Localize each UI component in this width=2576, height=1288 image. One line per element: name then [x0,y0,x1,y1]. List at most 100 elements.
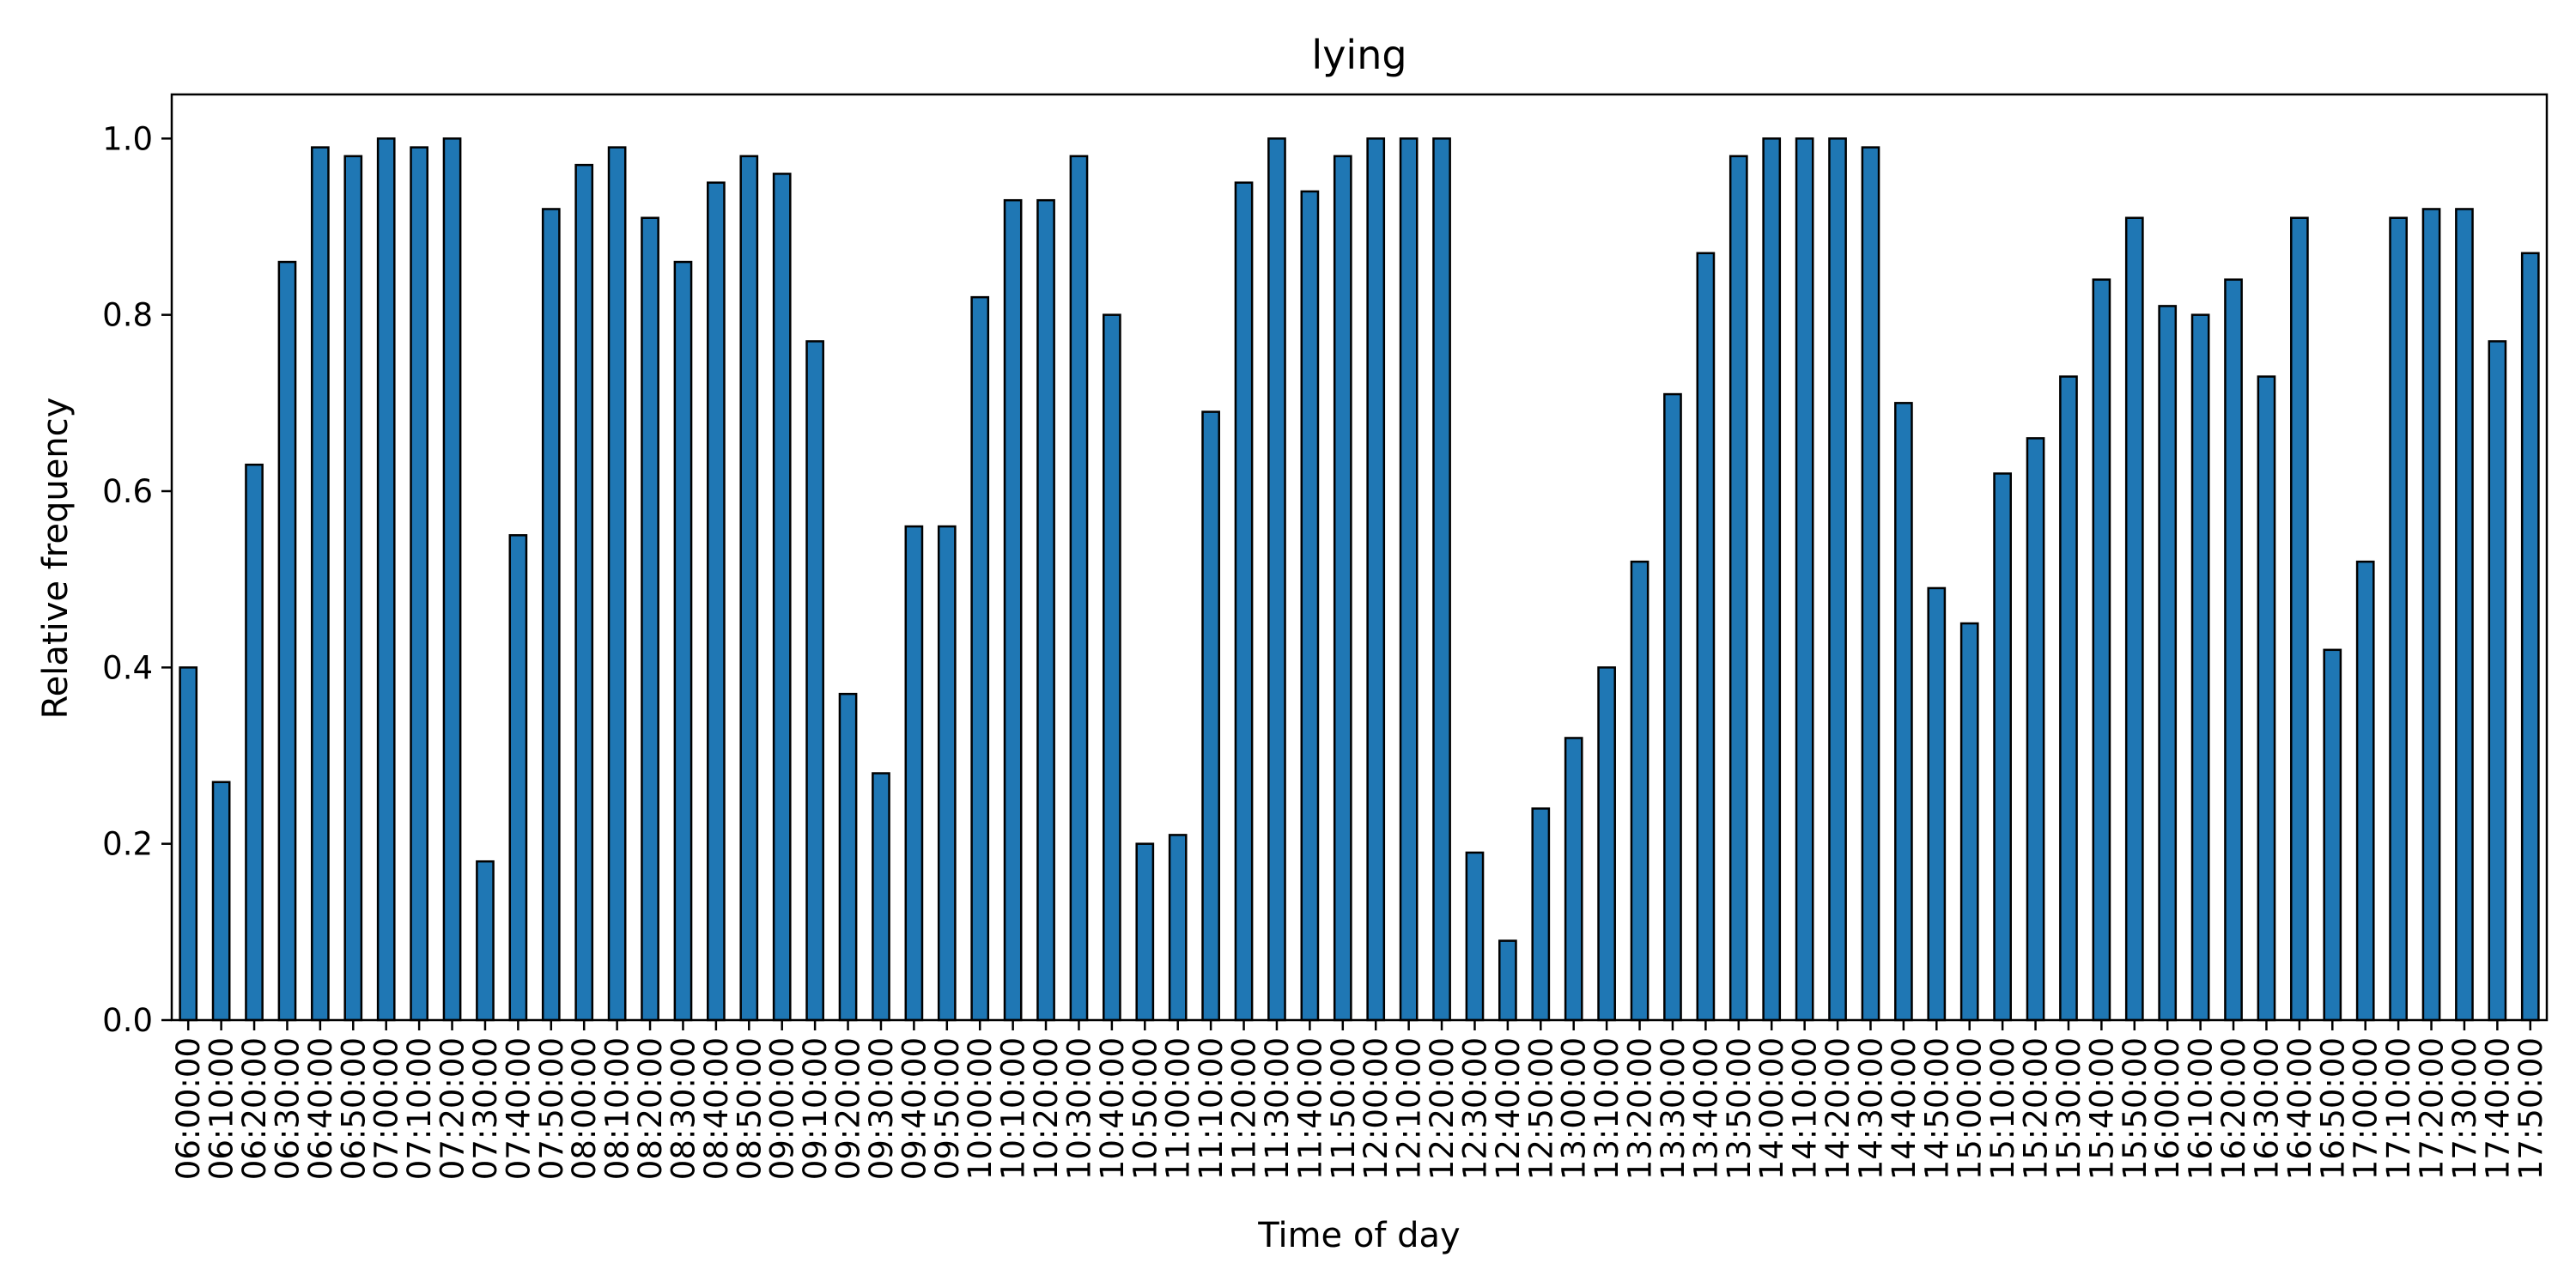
x-tick-label: 15:40:00 [2083,1037,2120,1180]
x-tick-label: 06:10:00 [204,1037,240,1180]
bar [805,340,824,1022]
bar [541,208,561,1022]
bar [838,692,858,1022]
bar [2323,648,2342,1022]
x-tick-label: 09:20:00 [830,1037,867,1180]
x-tick-label: 16:30:00 [2248,1037,2285,1180]
x-tick-label: 10:10:00 [995,1037,1032,1180]
bar [1333,155,1352,1022]
bar [1135,842,1155,1022]
x-tick-label: 12:20:00 [1424,1037,1461,1180]
bar [1267,137,1286,1022]
bar [2290,216,2309,1022]
bar [1069,155,1089,1022]
x-tick-label: 10:50:00 [1127,1037,1163,1180]
x-tick-label: 08:00:00 [566,1037,603,1180]
bar [277,260,297,1022]
bar [2389,216,2408,1022]
x-tick-label: 14:50:00 [1918,1037,1955,1180]
x-tick-label: 13:50:00 [1721,1037,1758,1180]
x-tick-label: 09:10:00 [797,1037,834,1180]
chart-title: lying [1311,32,1406,78]
x-tick-label: 15:50:00 [2117,1037,2154,1180]
bar [1432,137,1451,1022]
bar [410,146,428,1022]
bar [1531,807,1551,1022]
x-tick-label: 06:40:00 [302,1037,339,1180]
x-tick-label: 06:50:00 [335,1037,372,1180]
bar [1728,155,1748,1022]
bar [2455,208,2474,1022]
x-tick-label: 11:20:00 [1226,1037,1263,1180]
bar [1927,586,1947,1022]
y-tick-label: 1.0 [102,120,153,157]
bars-group [179,137,2540,1022]
x-tick-label: 11:30:00 [1259,1037,1296,1180]
x-tick-label: 17:00:00 [2348,1037,2385,1180]
x-tick-label: 08:20:00 [632,1037,669,1180]
bar [1894,402,1913,1022]
x-tick-label: 13:10:00 [1589,1037,1625,1180]
x-tick-label: 10:20:00 [1028,1037,1065,1180]
x-tick-label: 11:50:00 [1325,1037,1362,1180]
x-tick-label: 11:00:00 [1160,1037,1197,1180]
x-tick-label: 06:30:00 [269,1037,306,1180]
x-tick-label: 12:50:00 [1522,1037,1559,1180]
x-axis: 06:00:0006:10:0006:20:0006:30:0006:40:00… [170,1020,2549,1180]
bar [1168,834,1188,1022]
x-tick-label: 07:30:00 [467,1037,504,1180]
x-tick-label: 10:40:00 [1094,1037,1131,1180]
x-tick-label: 10:00:00 [962,1037,999,1180]
x-tick-label: 15:00:00 [1952,1037,1989,1180]
x-tick-label: 12:40:00 [1490,1037,1527,1180]
x-tick-label: 14:40:00 [1886,1037,1923,1180]
bar [970,295,990,1022]
x-tick-label: 12:00:00 [1358,1037,1394,1180]
x-tick-label: 15:10:00 [1984,1037,2021,1180]
x-tick-label: 10:30:00 [1060,1037,1097,1180]
x-tick-label: 14:30:00 [1852,1037,1889,1180]
bar [211,781,231,1022]
x-tick-label: 12:10:00 [1391,1037,1428,1180]
bar [1003,198,1023,1022]
bar [2421,208,2441,1022]
bar [937,525,957,1022]
y-axis: 0.0 0.2 0.4 0.6 0.8 1.0 [102,120,172,1039]
bar [739,155,759,1022]
bar [1399,137,1419,1022]
x-tick-label: 07:00:00 [368,1037,405,1180]
bar [2224,278,2243,1022]
x-axis-label: Time of day [1257,1216,1460,1255]
x-tick-label: 13:30:00 [1655,1037,1692,1180]
bar [376,137,396,1022]
bar [1465,851,1485,1022]
bar [1234,181,1254,1022]
bar [245,463,264,1022]
bar [442,137,462,1022]
x-tick-label: 16:20:00 [2215,1037,2252,1180]
bar [1828,137,1847,1022]
x-tick-label: 08:40:00 [698,1037,735,1180]
bar [1201,410,1220,1022]
bar [508,534,528,1022]
bar [772,173,792,1022]
bar [1993,472,2012,1022]
bar [607,146,627,1022]
bar [343,155,363,1022]
bar [1630,560,1649,1022]
y-tick-label: 0.0 [102,1002,153,1039]
x-tick-label: 11:40:00 [1291,1037,1328,1180]
bar [1498,939,1517,1022]
x-tick-label: 06:00:00 [170,1037,207,1180]
x-tick-label: 16:50:00 [2314,1037,2351,1180]
bar [311,146,330,1022]
bar [2355,560,2375,1022]
x-tick-label: 09:40:00 [896,1037,933,1180]
x-tick-label: 08:10:00 [599,1037,636,1180]
x-tick-label: 09:00:00 [764,1037,801,1180]
x-tick-label: 12:30:00 [1456,1037,1493,1180]
bar [476,860,495,1022]
x-tick-label: 16:10:00 [2183,1037,2220,1180]
bar [1762,137,1782,1022]
